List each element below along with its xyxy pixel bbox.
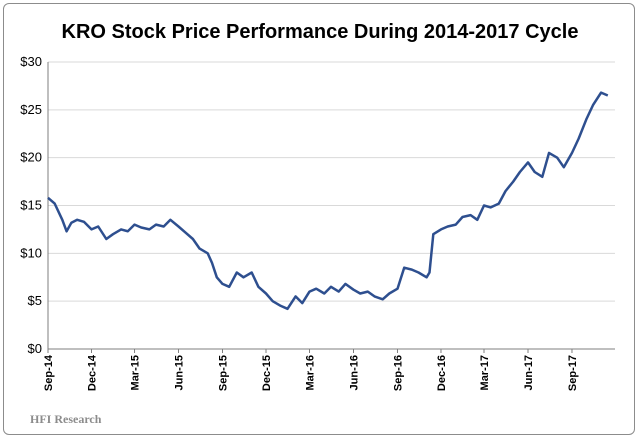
y-tick-label: $15: [20, 198, 42, 213]
y-tick-label: $10: [20, 245, 42, 260]
x-tick-label: Dec-15: [261, 355, 273, 391]
y-tick-label: $25: [20, 102, 42, 117]
y-tick-label: $5: [28, 293, 42, 308]
x-tick-label: Mar-17: [479, 355, 491, 390]
x-tick-label: Jun-16: [348, 355, 360, 390]
x-tick-label: Mar-15: [130, 355, 142, 390]
x-tick-label: Dec-16: [436, 355, 448, 391]
x-tick-label: Sep-16: [392, 355, 404, 391]
x-tick-label: Mar-16: [305, 355, 317, 390]
x-tick-label: Dec-14: [87, 354, 99, 391]
y-tick-label: $20: [20, 150, 42, 165]
x-tick-label: Sep-17: [567, 355, 579, 391]
source-label: HFI Research: [30, 412, 102, 426]
chart-frame: [3, 3, 635, 435]
y-tick-label: $0: [28, 341, 42, 356]
x-tick-label: Sep-15: [217, 355, 229, 391]
y-tick-label: $30: [20, 54, 42, 69]
price-line: [47, 91, 609, 311]
x-tick-label: Jun-15: [174, 355, 186, 390]
x-tick-label: Sep-14: [43, 354, 55, 391]
x-tick-label: Jun-17: [523, 355, 535, 390]
chart-title: KRO Stock Price Performance During 2014-…: [61, 21, 579, 43]
